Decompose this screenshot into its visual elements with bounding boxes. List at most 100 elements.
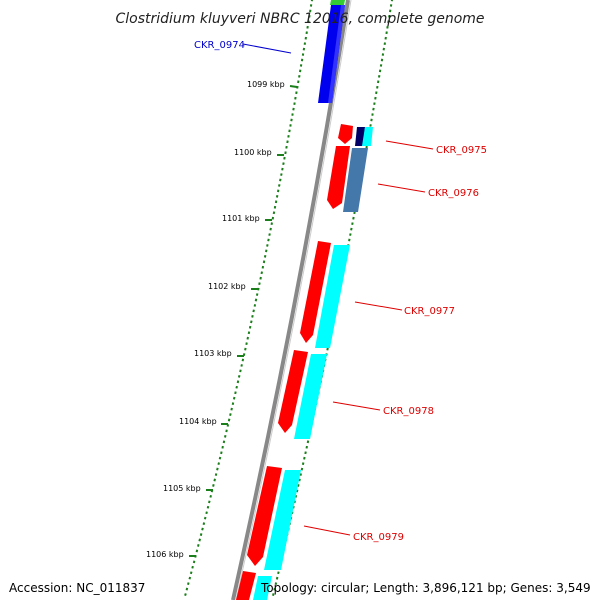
inner-dotted-track-dot: [263, 254, 267, 258]
inner-dotted-track-dot: [246, 336, 249, 340]
tick-label-1105: 1105 kbp: [163, 484, 201, 493]
outer-dotted-track-dot: [352, 216, 355, 220]
inner-dotted-track-dot: [184, 593, 187, 596]
inner-dotted-track-dot: [197, 544, 200, 547]
inner-dotted-track-dot: [258, 282, 261, 286]
inner-dotted-track-dot: [270, 222, 273, 226]
inner-dotted-track-dot: [268, 233, 271, 236]
inner-dotted-track-dot: [275, 194, 279, 198]
inner-dotted-track-dot: [191, 565, 194, 569]
inner-dotted-track-dot: [229, 413, 232, 416]
inner-dotted-track-dot: [282, 162, 285, 166]
inner-dotted-track-dot: [251, 314, 254, 318]
inner-dotted-track-dot: [262, 260, 266, 264]
inner-dotted-track-dot: [185, 587, 189, 591]
inner-dotted-track-dot: [198, 538, 201, 542]
outer-dotted-track-dot: [369, 124, 372, 127]
label-ckr-0975[interactable]: CKR_0975: [436, 145, 487, 156]
tick-label-1102: 1102 kbp: [208, 282, 246, 291]
tick-label-1101: 1101 kbp: [222, 214, 260, 223]
inner-dotted-track-dot: [216, 467, 219, 471]
inner-dotted-track-dot: [225, 429, 228, 433]
inner-dotted-track-dot: [203, 516, 207, 520]
inner-dotted-track-dot: [234, 391, 237, 395]
outer-dotted-track-dot: [293, 500, 296, 504]
gene-ckr-0979-red[interactable]: [247, 466, 282, 566]
inner-dotted-track-dot: [265, 249, 268, 253]
inner-dotted-track-dot: [252, 309, 255, 313]
inner-dotted-track-dot: [208, 500, 211, 504]
inner-dotted-track-dot: [247, 331, 251, 335]
gene-ckr-0976-blue[interactable]: [343, 148, 368, 212]
outer-dotted-track-dot: [349, 233, 352, 236]
inner-dotted-track-dot: [267, 238, 270, 242]
outer-dotted-track-dot: [306, 440, 310, 444]
gene-ckr-0978-red[interactable]: [278, 350, 308, 433]
gene-ckr-0974-shade: [328, 5, 345, 103]
label-ckr-0977[interactable]: CKR_0977: [404, 306, 455, 317]
inner-dotted-track-dot: [232, 396, 236, 400]
inner-dotted-track-dot: [236, 380, 240, 384]
inner-dotted-track-dot: [187, 582, 190, 586]
label-ckr-0978[interactable]: CKR_0978: [383, 406, 434, 417]
inner-dotted-track-dot: [254, 298, 258, 302]
leader-ckr-0978: [332, 401, 381, 411]
gene-ckr-0976-red[interactable]: [327, 146, 350, 209]
leader-ckr-0975: [385, 140, 434, 150]
inner-dotted-track-dot: [248, 325, 252, 329]
inner-dotted-track-dot: [278, 184, 281, 187]
accession-text: Accession: NC_011837: [9, 581, 146, 595]
inner-dotted-track-dot: [217, 462, 220, 466]
inner-dotted-track-dot: [253, 304, 257, 307]
outer-dotted-track-dot: [305, 445, 308, 449]
tick-label-1100: 1100 kbp: [234, 148, 272, 157]
inner-dotted-track-dot: [202, 522, 206, 526]
topology-text: Topology: circular; Length: 3,896,121 bp…: [261, 581, 591, 595]
inner-dotted-track-dot: [214, 473, 218, 476]
gene-ckr-0975-cyan[interactable]: [362, 127, 373, 146]
leader-ckr-0977: [354, 301, 403, 311]
label-ckr-0979[interactable]: CKR_0979: [353, 532, 404, 543]
inner-dotted-track-dot: [272, 211, 276, 215]
gene-ckr-0975-red[interactable]: [338, 124, 353, 144]
gene-ckr-0977-cyan[interactable]: [315, 245, 350, 348]
inner-dotted-track-dot: [221, 445, 224, 449]
inner-dotted-track-dot: [240, 364, 243, 367]
inner-dotted-track-dot: [280, 173, 283, 176]
inner-dotted-track-dot: [188, 576, 192, 580]
gene-features: [236, 0, 373, 600]
gene-ckr-0974-green-part[interactable]: [330, 0, 345, 5]
inner-dotted-track-dot: [266, 244, 269, 247]
outer-dotted-track-dot: [326, 347, 329, 351]
gene-ckr-0977-red[interactable]: [300, 241, 331, 343]
tick-label-1106: 1106 kbp: [146, 550, 184, 559]
inner-dotted-track-dot: [283, 156, 286, 160]
map-title: Clostridium kluyveri NBRC 12016, complet…: [115, 11, 484, 27]
inner-dotted-track-dot: [226, 424, 230, 427]
label-ckr-0974[interactable]: CKR_0974: [194, 40, 245, 51]
gene-next-cyan[interactable]: [253, 576, 272, 600]
outer-dotted-track-dot: [295, 489, 299, 493]
gene-ckr-0979-cyan[interactable]: [264, 470, 301, 570]
outer-dotted-track-dot: [274, 582, 278, 586]
outer-dotted-track-dot: [303, 456, 306, 460]
label-ckr-0976[interactable]: CKR_0976: [428, 188, 479, 199]
gene-ckr-0975-navy[interactable]: [355, 127, 365, 146]
inner-dotted-track-dot: [241, 358, 245, 362]
inner-dotted-track-dot: [259, 276, 262, 280]
leader-ckr-0976: [377, 183, 426, 193]
inner-dotted-track-dot: [235, 385, 238, 389]
inner-dotted-track-dot: [260, 271, 263, 275]
outer-dotted-track-dot: [275, 576, 279, 580]
outer-dotted-track-dot: [272, 593, 275, 596]
genome-backbone-highlight: [235, 0, 352, 600]
inner-dotted-track-dot: [245, 342, 248, 346]
tick-label-1104: 1104 kbp: [179, 417, 217, 426]
inner-dotted-track-dot: [231, 402, 235, 406]
inner-dotted-track-dot: [250, 320, 253, 324]
outer-dotted-track-dot: [294, 494, 298, 498]
gene-ckr-0978-cyan[interactable]: [294, 354, 327, 439]
inner-dotted-track-dot: [201, 527, 204, 531]
gene-labels: CKR_0974 CKR_0975 CKR_0976 CKR_0977 CKR_…: [194, 40, 487, 543]
gene-next-red[interactable]: [236, 571, 256, 600]
